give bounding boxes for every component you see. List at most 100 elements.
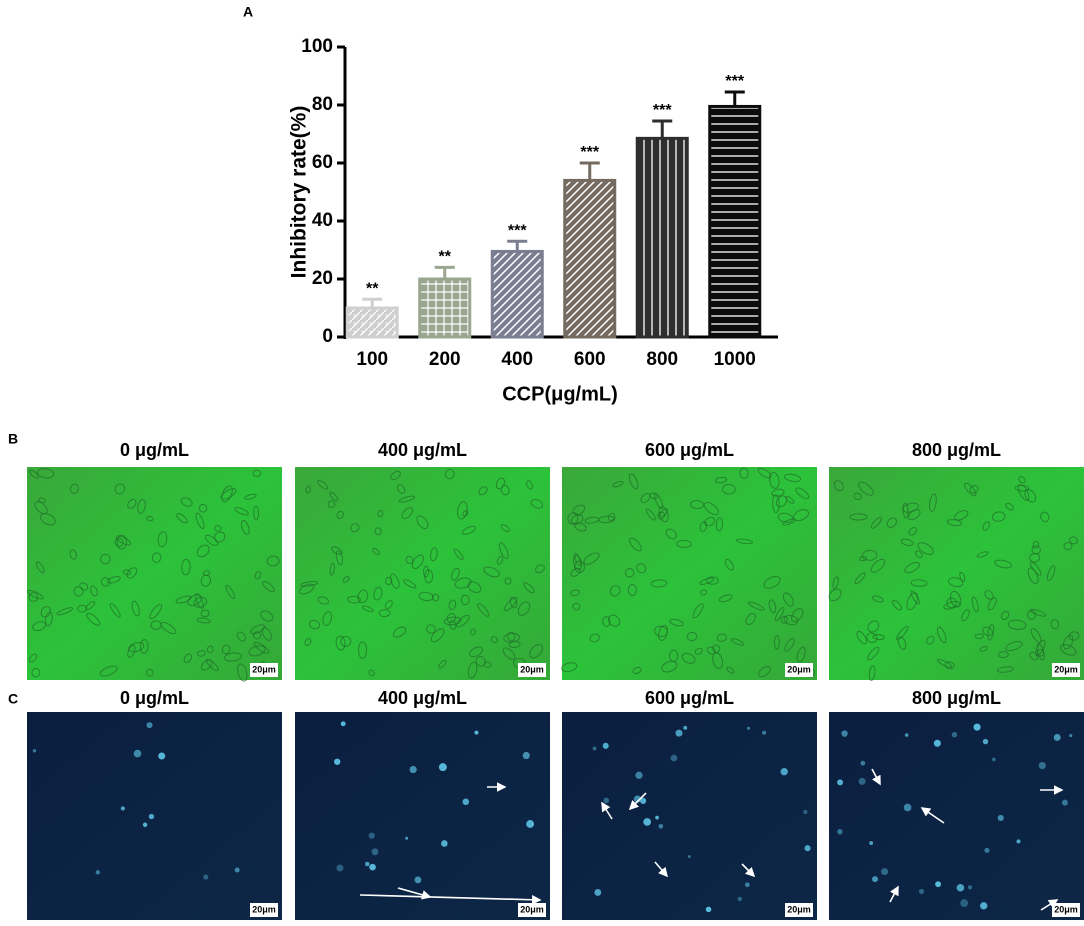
nucleus bbox=[146, 722, 153, 729]
nucleus bbox=[441, 840, 448, 847]
cell bbox=[461, 525, 477, 535]
arrow bbox=[397, 887, 432, 900]
cell bbox=[735, 538, 754, 545]
cell bbox=[704, 516, 716, 527]
micrograph bbox=[829, 467, 1084, 680]
significance-label: *** bbox=[725, 73, 744, 90]
cell bbox=[867, 620, 880, 633]
cell bbox=[225, 584, 236, 599]
cell bbox=[444, 468, 455, 480]
image-title: 600 μg/mL bbox=[645, 688, 734, 708]
cell bbox=[385, 576, 393, 586]
scale-box bbox=[785, 903, 813, 917]
y-tick-label: 40 bbox=[312, 210, 333, 231]
cell bbox=[745, 613, 756, 625]
cell bbox=[206, 645, 214, 654]
cell bbox=[902, 502, 919, 513]
nucleus bbox=[655, 815, 659, 820]
scale-label: 20μm bbox=[520, 904, 544, 914]
cell bbox=[176, 513, 188, 524]
cell bbox=[530, 499, 544, 509]
cell bbox=[69, 549, 77, 560]
cell bbox=[317, 596, 329, 605]
cell bbox=[44, 611, 53, 627]
bar bbox=[563, 178, 617, 339]
cell bbox=[157, 531, 168, 548]
cell bbox=[858, 481, 874, 496]
nucleus bbox=[675, 729, 683, 737]
cell bbox=[502, 647, 516, 660]
cell bbox=[139, 639, 149, 654]
nucleus bbox=[336, 864, 344, 872]
cell bbox=[1000, 611, 1010, 621]
panel-label: C bbox=[8, 691, 18, 707]
cell bbox=[1063, 542, 1073, 551]
cell bbox=[446, 613, 456, 624]
scale-label: 20μm bbox=[787, 664, 811, 674]
cell bbox=[971, 596, 979, 613]
cell bbox=[450, 567, 460, 581]
cell bbox=[768, 599, 777, 614]
cell bbox=[456, 614, 470, 628]
cell bbox=[987, 597, 997, 611]
cell bbox=[700, 589, 708, 596]
cell bbox=[448, 599, 457, 610]
micrograph bbox=[295, 712, 550, 920]
cell bbox=[151, 552, 162, 563]
cell bbox=[1032, 540, 1040, 549]
cell bbox=[1007, 619, 1027, 630]
cell bbox=[187, 594, 202, 607]
arrow bbox=[741, 863, 756, 878]
nucleus bbox=[984, 847, 990, 853]
cell bbox=[706, 646, 716, 655]
nucleus bbox=[640, 797, 647, 804]
cell bbox=[946, 597, 957, 609]
cell bbox=[423, 565, 430, 578]
cell bbox=[236, 631, 246, 642]
nucleus bbox=[803, 809, 808, 814]
cell bbox=[200, 609, 210, 618]
cell bbox=[86, 612, 101, 626]
cell bbox=[378, 609, 391, 617]
cell bbox=[204, 534, 219, 546]
cell bbox=[703, 502, 719, 516]
cell bbox=[405, 555, 414, 564]
micrograph bbox=[27, 712, 282, 920]
arrow bbox=[889, 885, 899, 903]
cell bbox=[193, 596, 208, 608]
cell bbox=[730, 638, 745, 646]
cell bbox=[976, 551, 989, 558]
cell bbox=[758, 666, 771, 678]
cell bbox=[658, 506, 669, 523]
cell bbox=[100, 577, 111, 587]
nucleus bbox=[841, 730, 848, 737]
cell bbox=[529, 643, 544, 659]
cell bbox=[718, 594, 733, 603]
cell bbox=[262, 581, 275, 593]
cell bbox=[252, 469, 262, 477]
cell bbox=[340, 635, 352, 647]
cell bbox=[868, 665, 876, 681]
arrow bbox=[654, 861, 669, 878]
image-title: 800 μg/mL bbox=[912, 688, 1001, 708]
cell bbox=[350, 523, 360, 533]
cell bbox=[715, 517, 724, 532]
cell bbox=[1018, 476, 1026, 484]
nucleus bbox=[635, 771, 643, 779]
cell bbox=[712, 652, 724, 669]
cell bbox=[982, 626, 993, 637]
cell bbox=[668, 649, 679, 663]
cell bbox=[106, 576, 121, 584]
cell bbox=[411, 554, 424, 570]
bar bbox=[708, 104, 762, 339]
cell bbox=[374, 527, 382, 536]
cell bbox=[431, 593, 440, 602]
nucleus bbox=[32, 749, 37, 753]
cell bbox=[329, 562, 335, 576]
cell bbox=[470, 628, 476, 636]
image-title: 600 μg/mL bbox=[645, 440, 734, 460]
nucleus bbox=[340, 721, 346, 727]
cell bbox=[583, 552, 600, 565]
nucleus bbox=[1053, 733, 1061, 741]
cell bbox=[438, 659, 447, 669]
